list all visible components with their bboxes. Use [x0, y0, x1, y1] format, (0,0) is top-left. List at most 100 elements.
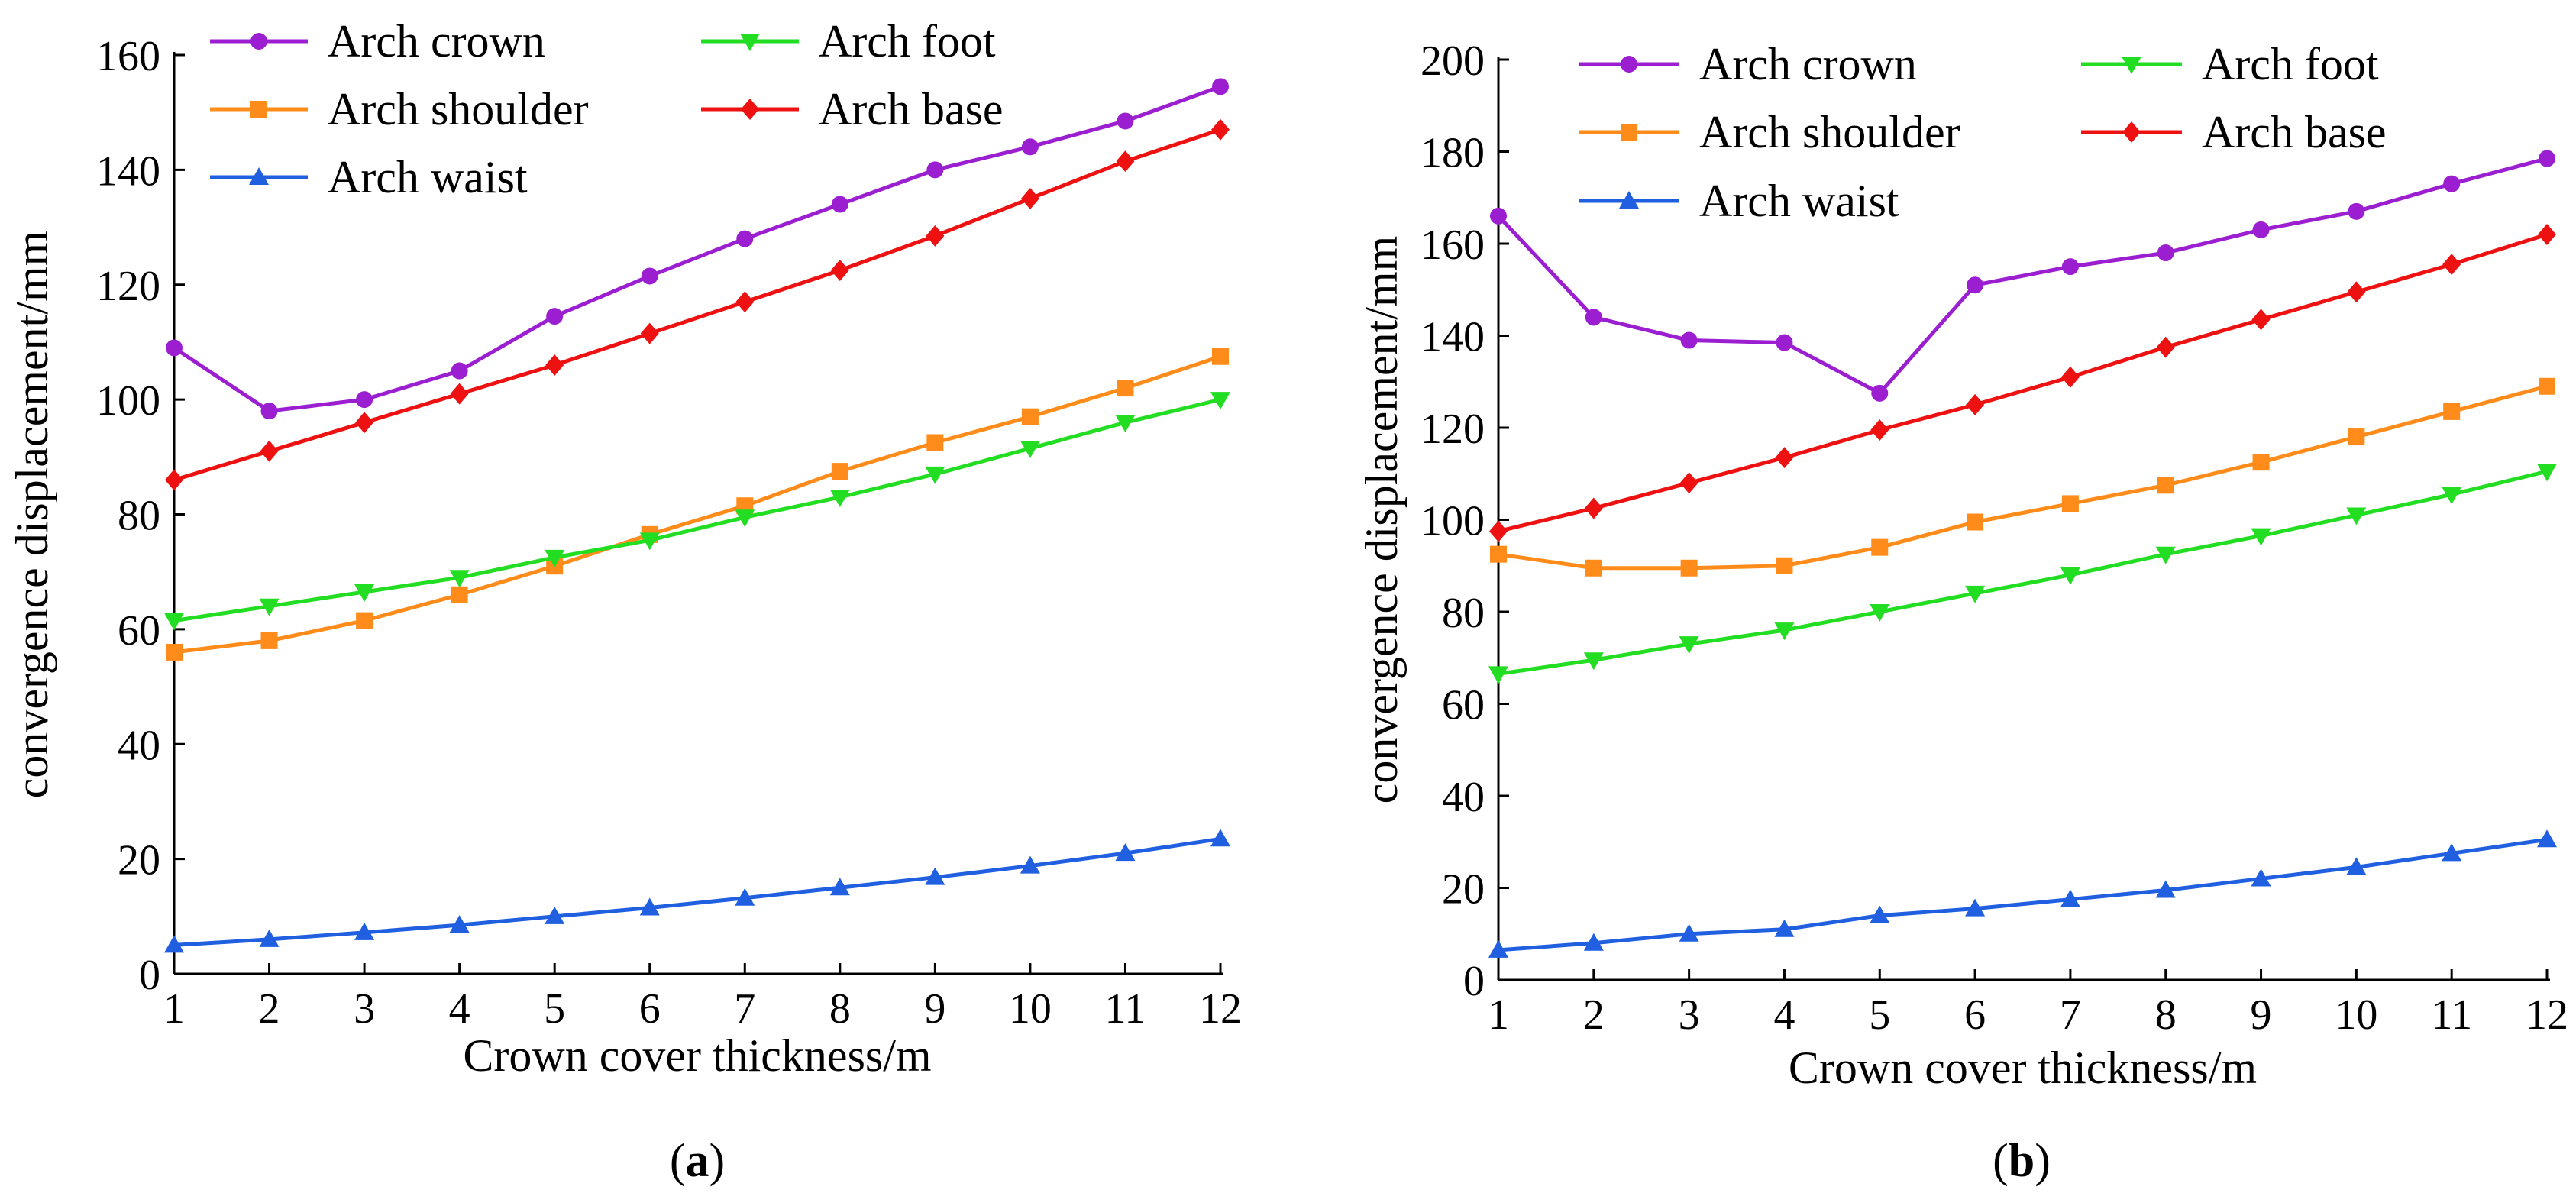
y-tick-label: 180 [1421, 130, 1485, 177]
y-axis-title: convergence displacement/mm [7, 231, 57, 799]
legend-label: Arch waist [1699, 176, 1899, 226]
legend-item: Arch foot [701, 16, 996, 66]
legend-label: Arch base [2202, 107, 2387, 157]
data-point [1679, 923, 1699, 942]
y-tick-label: 80 [1442, 590, 1485, 637]
data-point [1776, 557, 1793, 574]
data-point [1488, 939, 1508, 958]
data-point [1870, 604, 1890, 622]
data-point [1966, 393, 1985, 415]
x-tick-label: 1 [163, 985, 185, 1033]
legend: Arch crown Arch shoulder Arch waist Arch fo… [1579, 39, 2387, 226]
data-point [1680, 331, 1698, 349]
legend-marker [2122, 121, 2141, 143]
legend-label: Arch foot [819, 16, 996, 66]
y-tick-label: 80 [118, 493, 160, 540]
legend-marker [1619, 191, 1639, 209]
data-point [1870, 419, 1889, 441]
y-tick-label: 160 [1421, 221, 1485, 269]
data-point [165, 469, 183, 491]
series-line [173, 128, 1221, 482]
legend-marker [250, 101, 267, 118]
legend: Arch crown Arch shoulder Arch waist Arch fo… [210, 16, 1004, 202]
data-point [451, 362, 468, 380]
legend-marker [741, 99, 759, 120]
data-point [545, 906, 565, 924]
x-tick-label: 8 [2155, 991, 2177, 1039]
data-point [166, 339, 183, 357]
data-point [2060, 889, 2080, 907]
y-tick-label: 140 [96, 147, 160, 195]
series-arch-shoulder [1490, 377, 2555, 577]
data-point [829, 489, 850, 507]
data-point [259, 929, 280, 947]
data-point [926, 225, 945, 247]
data-point [1871, 384, 1889, 402]
legend-marker [1621, 124, 1637, 141]
data-point [1117, 112, 1134, 130]
x-tick-label: 10 [1009, 985, 1052, 1033]
data-point [831, 196, 848, 213]
x-tick-label: 8 [829, 985, 851, 1033]
legend-item: Arch crown [210, 16, 545, 66]
data-point [2157, 477, 2174, 494]
data-point [1490, 207, 1507, 225]
data-point [164, 613, 184, 631]
data-point [2537, 829, 2557, 848]
data-point [1870, 905, 1890, 923]
data-point [1210, 392, 1230, 410]
data-point [260, 403, 278, 420]
x-tick-label: 3 [354, 985, 375, 1033]
data-point [2155, 880, 2176, 898]
data-point [1115, 843, 1136, 862]
data-point [1490, 545, 1507, 563]
legend-item: Arch base [2081, 107, 2387, 157]
x-tick-label: 2 [1583, 991, 1605, 1039]
data-point [2346, 857, 2367, 875]
data-point [926, 434, 944, 451]
y-tick-label: 40 [1442, 774, 1485, 821]
y-tick-label: 0 [1463, 958, 1485, 1005]
data-point [1212, 348, 1229, 365]
data-point [2252, 454, 2270, 471]
data-point [259, 598, 280, 616]
data-point [2060, 366, 2080, 388]
series-arch-foot [1488, 464, 2557, 684]
data-point [735, 509, 755, 528]
data-point [356, 612, 373, 629]
y-tick-label: 160 [96, 33, 160, 80]
data-point [1585, 309, 1602, 326]
y-tick-label: 100 [96, 377, 160, 425]
panel-label: (b) [1993, 1135, 2051, 1187]
legend-item: Arch shoulder [1579, 107, 1960, 157]
legend-item: Arch waist [1579, 176, 1899, 226]
data-point [164, 935, 184, 953]
series-arch-shoulder [166, 348, 1229, 661]
data-point [1211, 118, 1230, 141]
data-point [831, 463, 848, 480]
legend-label: Arch shoulder [1699, 107, 1960, 157]
data-point [449, 915, 470, 933]
data-point [1965, 585, 1986, 603]
panel-label: (a) [670, 1135, 725, 1187]
data-point [1967, 513, 1984, 531]
data-point [2538, 223, 2556, 245]
data-point [1021, 138, 1039, 156]
data-point [2251, 309, 2271, 331]
series-arch-waist [164, 829, 1230, 953]
data-point [1774, 622, 1795, 641]
data-point [639, 897, 660, 916]
legend-label: Arch crown [1699, 39, 1917, 89]
legend-label: Arch waist [328, 152, 528, 202]
data-point [2539, 377, 2555, 395]
x-axis-title: Crown cover thickness/m [1789, 1043, 2257, 1093]
series-line [173, 397, 1221, 623]
y-tick-label: 140 [1421, 314, 1485, 361]
data-point [1583, 933, 1604, 951]
y-tick-label: 60 [1442, 682, 1485, 729]
series-line [1498, 384, 2548, 571]
x-tick-label: 11 [1104, 985, 1146, 1033]
data-point [1584, 497, 1603, 519]
data-point [451, 586, 468, 603]
